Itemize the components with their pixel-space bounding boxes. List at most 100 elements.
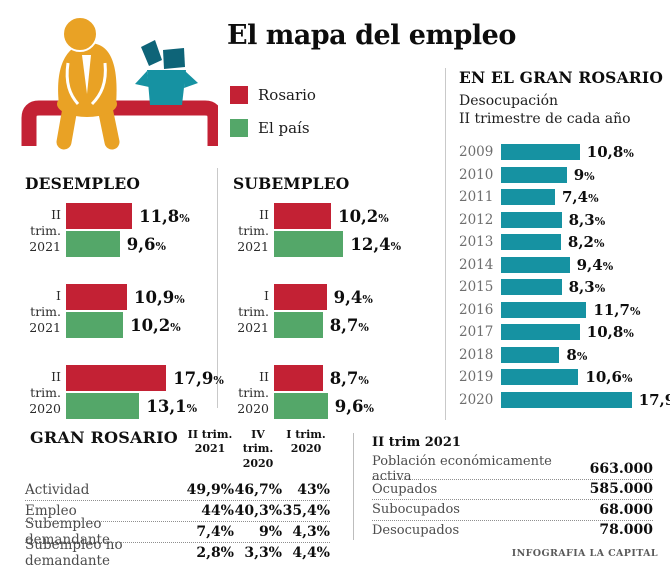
year-label: 2011 (459, 189, 494, 206)
bar-group: I trim. 2021 9,4% 8,7% (233, 284, 441, 340)
table-row: Subempleo no demandante 2,8% 3,3% 4,4% (25, 537, 330, 569)
rosario-bar (66, 284, 127, 310)
desocupacion-bar (501, 324, 580, 341)
desempleo-chart: DESEMPLEO II trim. 2021 11,8% 9,6% I trim. 20… (25, 174, 224, 446)
year-bar-row: 2013 8,2% (459, 231, 670, 254)
legend-label: Rosario (258, 86, 316, 104)
gran-rosario-subtitle: Desocupación II trimestre de cada año (459, 92, 670, 129)
value-label: 10,9% (134, 287, 185, 307)
legend-swatch (230, 86, 248, 104)
year-label: 2017 (459, 324, 494, 341)
percent-sign: % (588, 192, 599, 206)
value-label: 9% (573, 165, 595, 184)
legend-item: Rosario (230, 86, 316, 104)
year-label: 2012 (459, 211, 494, 228)
table-row: Empleo 44% 40,3% 35,4% (25, 501, 330, 522)
category-label: II trim. 2020 (237, 368, 269, 417)
cell-value: 9% (258, 523, 282, 540)
value-label: 8,3% (568, 278, 606, 297)
ii-trim-2021-table: II trim 2021 Población económicamente ac… (353, 433, 653, 540)
value-label: 12,4% (350, 234, 402, 254)
value-label: 8,7% (329, 368, 369, 388)
cell-value: 35,4% (282, 502, 330, 519)
unemployed-person-illustration (21, 16, 218, 150)
desocupacion-bar (501, 279, 562, 296)
category-label: II trim. 2021 (237, 206, 269, 255)
percent-sign: % (358, 320, 369, 334)
el-país-bar (274, 393, 328, 419)
category-label: II trim. 2021 (29, 206, 61, 255)
desocupacion-bar (501, 346, 560, 363)
el-país-bar (274, 231, 344, 257)
legend-swatch (230, 119, 248, 137)
percent-sign: % (602, 259, 614, 273)
subempleo-chart: SUBEMPLEO II trim. 2021 10,2% 12,4% I trim. 2… (233, 174, 441, 446)
table-row: Ocupados 585.000 (372, 480, 653, 500)
value-label: 10,8% (586, 143, 634, 162)
row-label: Actividad (25, 481, 90, 498)
value-label: 9,6% (334, 396, 374, 416)
percent-sign: % (576, 349, 588, 363)
gran-rosario-table: GRAN ROSARIO II trim. 2021 IV trim. 2020 I t… (25, 428, 330, 569)
year-label: 2016 (459, 301, 494, 318)
value-label: 13,1% (146, 396, 198, 416)
year-bar-row: 2009 10,8% (459, 141, 670, 164)
value-label: 9,4% (576, 255, 614, 274)
table-row: Desocupados 78.000 (372, 521, 653, 541)
cell-value: 2,8% (196, 544, 234, 561)
percent-sign: % (362, 292, 373, 306)
subempleo-title: SUBEMPLEO (233, 174, 350, 193)
column-header: IV trim. 2020 (242, 428, 274, 470)
desocupacion-bar (501, 369, 579, 386)
credit-line: INFOGRAFIA LA CAPITAL (511, 548, 658, 559)
value-label: 8% (566, 345, 588, 364)
row-label: Subempleo demandante (25, 515, 110, 548)
legend-label: El país (258, 119, 310, 137)
percent-sign: % (621, 372, 633, 386)
year-bar-row: 2011 7,4% (459, 186, 670, 209)
row-label: Desocupados (372, 522, 460, 538)
cell-value: 40,3% (234, 502, 282, 519)
year-bar-row: 2019 10,6% (459, 366, 670, 389)
percent-sign: % (170, 320, 181, 334)
gran-rosario-title: EN EL GRAN ROSARIO (459, 68, 664, 87)
value-label: 8,2% (567, 233, 605, 252)
value-label: 8,3% (568, 210, 606, 229)
section-divider (217, 168, 218, 408)
percent-sign: % (363, 401, 374, 415)
row-label: Población económicamente activa (372, 453, 552, 484)
percent-sign: % (378, 211, 389, 225)
year-bar-row: 2010 9% (459, 163, 670, 186)
bar-group: II trim. 2021 10,2% 12,4% (233, 203, 441, 259)
table-title: II trim 2021 (372, 435, 461, 450)
box-of-belongings-icon (135, 40, 198, 105)
value-label: 10,2% (130, 315, 181, 335)
row-label: Ocupados (372, 481, 438, 497)
percent-sign: % (594, 237, 605, 251)
year-bar-row: 2018 8% (459, 343, 670, 366)
value-label: 7,4% (562, 188, 599, 207)
year-label: 2014 (459, 256, 494, 273)
percent-sign: % (623, 147, 634, 161)
desocupacion-bar (501, 166, 567, 183)
year-label: 2019 (459, 369, 494, 386)
table-header: GRAN ROSARIO II trim. 2021 IV trim. 2020 I t… (25, 428, 330, 471)
desocupacion-bars: 2009 10,8% 2010 9% 2011 7,4% 2012 8,3% 2013 8,2% 2… (459, 141, 670, 411)
el-país-bar (66, 231, 120, 257)
table-row: Actividad 49,9% 46,7% 43% (25, 480, 330, 501)
year-bar-row: 2012 8,3% (459, 208, 670, 231)
column-header: II trim. 2021 (187, 428, 233, 456)
value-label: 11,7% (593, 300, 641, 319)
year-label: 2020 (459, 391, 494, 408)
subtitle-line-2: II trimestre de cada año (459, 111, 631, 128)
percent-sign: % (594, 214, 606, 228)
table-rows: Población económicamente activa 663.000 Oc… (372, 454, 653, 541)
rosario-bar (274, 365, 323, 391)
bar-group: II trim. 2020 8,7% 9,6% (233, 365, 441, 421)
desocupacion-bar (501, 144, 580, 161)
bar-group: I trim. 2021 10,9% 10,2% (25, 284, 217, 340)
rosario-bar (66, 203, 133, 229)
legend: Rosario El país (230, 86, 316, 152)
desocupacion-bar (501, 256, 570, 273)
